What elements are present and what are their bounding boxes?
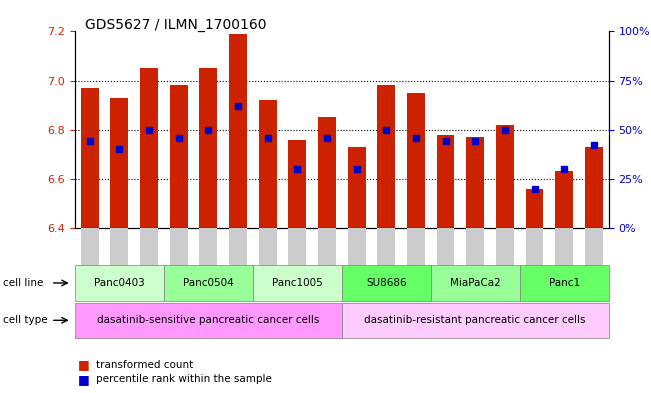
Text: transformed count: transformed count [96,360,193,370]
Bar [288,140,306,228]
Bar [496,125,514,228]
Text: MiaPaCa2: MiaPaCa2 [450,278,501,288]
Bar [407,93,425,228]
Bar [81,88,98,228]
Bar [140,68,158,228]
Text: GDS5627 / ILMN_1700160: GDS5627 / ILMN_1700160 [85,18,266,32]
Bar [318,118,336,228]
Text: Panc1005: Panc1005 [272,278,323,288]
Text: cell line: cell line [3,278,44,288]
Bar [378,86,395,228]
Text: ■: ■ [78,358,90,371]
Text: cell type: cell type [3,315,48,325]
Text: percentile rank within the sample: percentile rank within the sample [96,374,272,384]
Text: SU8686: SU8686 [366,278,407,288]
Bar [199,68,217,228]
Text: dasatinib-resistant pancreatic cancer cells: dasatinib-resistant pancreatic cancer ce… [365,315,586,325]
Text: Panc0403: Panc0403 [94,278,145,288]
Bar [585,147,603,228]
Bar [111,98,128,228]
Bar [466,137,484,228]
Bar [525,189,544,228]
Text: Panc1: Panc1 [549,278,580,288]
Text: dasatinib-sensitive pancreatic cancer cells: dasatinib-sensitive pancreatic cancer ce… [97,315,320,325]
Bar [555,171,573,228]
Text: Panc0504: Panc0504 [183,278,234,288]
Bar [229,34,247,228]
Bar [437,135,454,228]
Bar [258,100,277,228]
Text: ■: ■ [78,373,90,386]
Bar [170,86,187,228]
Bar [348,147,365,228]
